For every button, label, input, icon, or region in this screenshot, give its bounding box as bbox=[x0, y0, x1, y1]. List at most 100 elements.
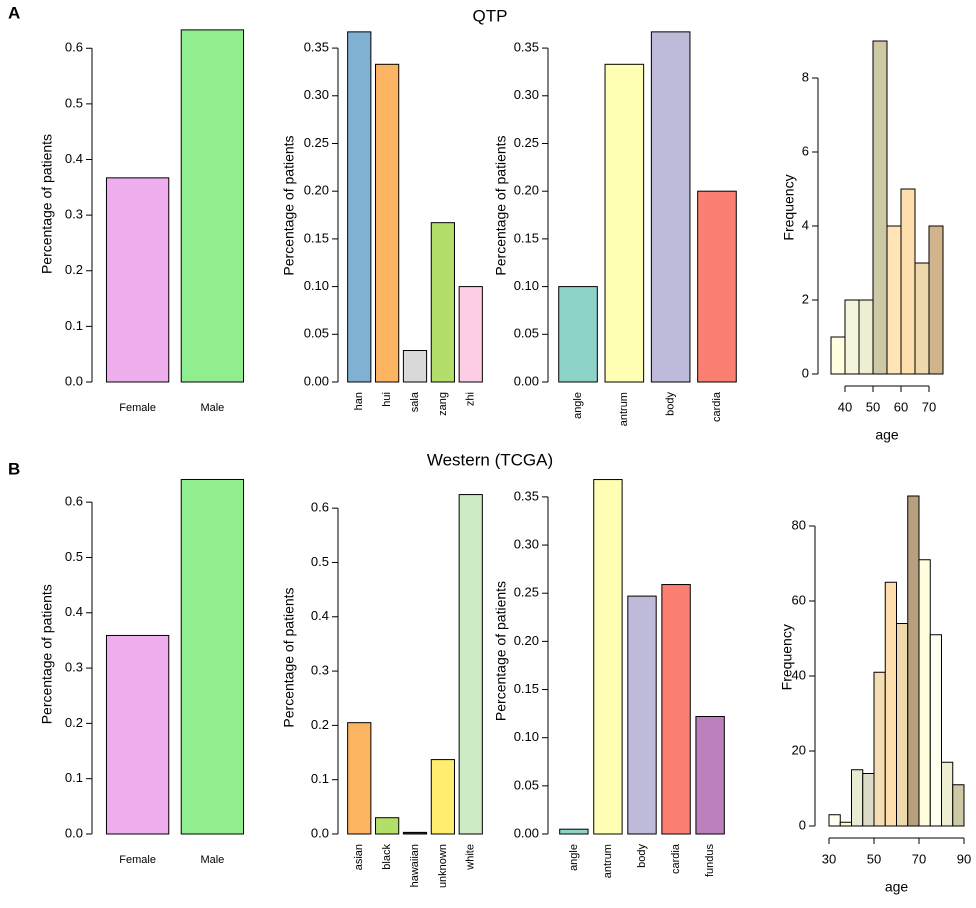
bar bbox=[558, 286, 598, 383]
x-tick-label: 70 bbox=[922, 399, 936, 414]
histogram-bar bbox=[952, 784, 965, 827]
x-tick-label: hui bbox=[381, 392, 393, 407]
x-tick-label: Female bbox=[119, 854, 156, 866]
y-tick-label: 0.4 bbox=[311, 608, 329, 623]
y-tick-label: 0.30 bbox=[514, 536, 539, 551]
x-tick-label: 50 bbox=[866, 399, 880, 414]
histogram-bar bbox=[858, 299, 874, 375]
y-tick-label: 8 bbox=[802, 69, 809, 84]
histogram-bar bbox=[884, 581, 897, 827]
y-tick-label: 0.5 bbox=[65, 95, 83, 110]
x-tick-label: 70 bbox=[912, 851, 926, 866]
y-tick-label: 2 bbox=[802, 291, 809, 306]
section-title: Western (TCGA) bbox=[427, 450, 553, 469]
y-tick-label: 0 bbox=[799, 817, 806, 832]
x-tick-label: asian bbox=[353, 844, 365, 870]
y-tick-label: 0.35 bbox=[514, 488, 539, 503]
y-tick-label: 0.25 bbox=[514, 135, 539, 150]
bar bbox=[375, 817, 400, 835]
bar bbox=[402, 350, 428, 383]
x-tick-label: body bbox=[665, 392, 677, 416]
y-tick-label: 0.2 bbox=[311, 717, 329, 732]
y-tick-label: 0 bbox=[802, 365, 809, 380]
y-axis-label: Frequency bbox=[781, 174, 797, 240]
histogram-bar bbox=[886, 225, 902, 375]
y-tick-label: 0.20 bbox=[514, 183, 539, 198]
y-tick-label: 0.1 bbox=[65, 318, 83, 333]
y-tick-label: 0.1 bbox=[311, 771, 329, 786]
y-tick-label: 0.0 bbox=[65, 825, 83, 840]
bar bbox=[347, 722, 372, 835]
histogram-bar bbox=[900, 188, 916, 375]
x-tick-label: white bbox=[465, 844, 477, 871]
x-tick-label: 50 bbox=[867, 851, 881, 866]
y-axis-label: Percentage of patients bbox=[493, 581, 509, 721]
y-tick-label: 0.30 bbox=[514, 87, 539, 102]
y-tick-label: 40 bbox=[792, 667, 806, 682]
bar bbox=[347, 31, 372, 383]
histogram-bar bbox=[907, 495, 920, 827]
histogram-bar bbox=[828, 814, 841, 827]
y-tick-label: 0.10 bbox=[514, 729, 539, 744]
histogram-bar bbox=[872, 40, 888, 375]
bar bbox=[180, 29, 245, 383]
x-tick-label: body bbox=[636, 844, 648, 868]
bar bbox=[402, 831, 428, 835]
y-tick-label: 0.4 bbox=[65, 604, 83, 619]
y-tick-label: 0.00 bbox=[514, 373, 539, 388]
y-tick-label: 0.5 bbox=[65, 549, 83, 564]
y-tick-label: 0.05 bbox=[304, 326, 329, 341]
x-tick-label: Male bbox=[200, 854, 224, 866]
bar bbox=[593, 479, 623, 835]
bar bbox=[105, 634, 170, 835]
x-tick-label: angle bbox=[572, 392, 584, 419]
bar bbox=[627, 595, 657, 835]
x-tick-label: antrum bbox=[602, 844, 614, 878]
bar bbox=[458, 286, 483, 383]
y-tick-label: 0.3 bbox=[311, 663, 329, 678]
panel-label: B bbox=[8, 459, 20, 478]
y-tick-label: 0.15 bbox=[514, 681, 539, 696]
y-tick-label: 0.35 bbox=[304, 40, 329, 55]
y-tick-label: 0.1 bbox=[65, 770, 83, 785]
y-tick-label: 0.20 bbox=[304, 183, 329, 198]
x-tick-label: han bbox=[353, 392, 365, 410]
x-tick-label: 90 bbox=[957, 851, 971, 866]
panel-label: A bbox=[8, 3, 20, 22]
y-tick-label: 0.6 bbox=[311, 500, 329, 515]
histogram-bar bbox=[918, 559, 931, 827]
histogram-bar bbox=[896, 623, 909, 827]
y-tick-label: 60 bbox=[792, 592, 806, 607]
y-tick-label: 0.25 bbox=[514, 585, 539, 600]
bar bbox=[697, 190, 737, 383]
x-tick-label: Male bbox=[200, 402, 224, 414]
y-tick-label: 0.3 bbox=[65, 207, 83, 222]
y-tick-label: 0.0 bbox=[65, 373, 83, 388]
y-axis-label: Percentage of patients bbox=[39, 134, 55, 274]
y-tick-label: 80 bbox=[792, 517, 806, 532]
x-tick-label: zhi bbox=[465, 392, 477, 406]
x-tick-label: zang bbox=[437, 392, 449, 416]
x-tick-label: hawaiian bbox=[409, 844, 421, 887]
bar bbox=[661, 584, 691, 835]
section-title: QTP bbox=[473, 6, 508, 25]
y-tick-label: 0.3 bbox=[65, 660, 83, 675]
bar bbox=[180, 478, 245, 835]
y-tick-label: 0.2 bbox=[65, 715, 83, 730]
bar bbox=[650, 31, 691, 383]
histogram-bar bbox=[929, 634, 942, 827]
y-axis-label: Percentage of patients bbox=[39, 584, 55, 724]
x-axis-label: age bbox=[885, 879, 909, 895]
x-tick-label: angle bbox=[568, 844, 580, 871]
histogram-bar bbox=[873, 671, 886, 827]
y-tick-label: 0.6 bbox=[65, 494, 83, 509]
y-tick-label: 0.6 bbox=[65, 40, 83, 55]
y-tick-label: 0.05 bbox=[514, 777, 539, 792]
y-tick-label: 0.15 bbox=[304, 230, 329, 245]
y-tick-label: 4 bbox=[802, 217, 809, 232]
x-tick-label: cardia bbox=[711, 391, 723, 422]
y-tick-label: 0.10 bbox=[514, 278, 539, 293]
y-tick-label: 0.2 bbox=[65, 262, 83, 277]
histogram-bar bbox=[928, 225, 944, 375]
